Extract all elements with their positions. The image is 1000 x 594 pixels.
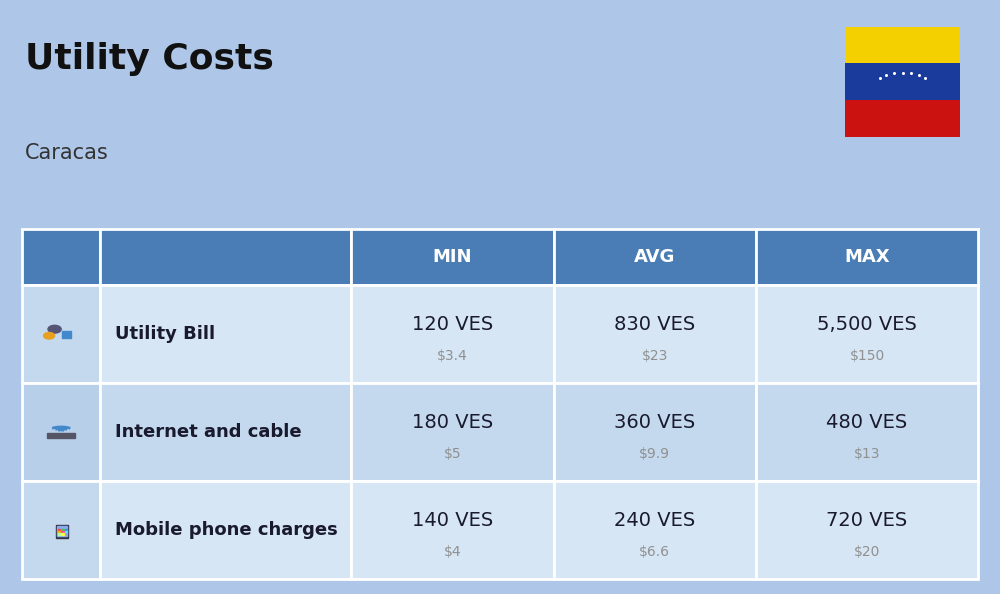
Text: $5: $5: [443, 447, 461, 461]
FancyBboxPatch shape: [554, 285, 756, 383]
FancyBboxPatch shape: [22, 229, 100, 285]
Text: AVG: AVG: [634, 248, 676, 266]
FancyBboxPatch shape: [554, 481, 756, 579]
Text: Utility Costs: Utility Costs: [25, 42, 274, 75]
Bar: [58, 529, 60, 530]
Text: $3.4: $3.4: [437, 349, 468, 363]
FancyBboxPatch shape: [351, 285, 554, 383]
Bar: [61, 529, 64, 530]
Bar: [47, 433, 75, 438]
FancyBboxPatch shape: [351, 229, 554, 285]
Text: 360 VES: 360 VES: [614, 413, 695, 432]
FancyBboxPatch shape: [22, 285, 100, 383]
Text: 5,500 VES: 5,500 VES: [817, 315, 917, 334]
FancyBboxPatch shape: [845, 64, 960, 100]
Text: 480 VES: 480 VES: [826, 413, 908, 432]
Text: 120 VES: 120 VES: [412, 315, 493, 334]
Text: MAX: MAX: [844, 248, 890, 266]
Circle shape: [44, 333, 55, 339]
Text: $20: $20: [854, 545, 880, 559]
FancyBboxPatch shape: [756, 383, 978, 481]
Bar: [56, 525, 68, 538]
FancyBboxPatch shape: [845, 100, 960, 137]
Bar: [58, 533, 60, 535]
Text: $4: $4: [443, 545, 461, 559]
Text: $13: $13: [854, 447, 880, 461]
FancyBboxPatch shape: [756, 229, 978, 285]
FancyBboxPatch shape: [554, 383, 756, 481]
FancyBboxPatch shape: [756, 285, 978, 383]
Bar: [57, 526, 67, 536]
Text: Internet and cable: Internet and cable: [115, 423, 302, 441]
Text: 240 VES: 240 VES: [614, 511, 695, 530]
FancyBboxPatch shape: [100, 285, 351, 383]
Text: $6.6: $6.6: [639, 545, 670, 559]
Text: 140 VES: 140 VES: [412, 511, 493, 530]
Text: 830 VES: 830 VES: [614, 315, 695, 334]
FancyBboxPatch shape: [22, 383, 100, 481]
Text: MIN: MIN: [432, 248, 472, 266]
Text: Caracas: Caracas: [25, 143, 109, 163]
Bar: [65, 529, 67, 530]
FancyBboxPatch shape: [100, 481, 351, 579]
FancyBboxPatch shape: [100, 229, 351, 285]
FancyBboxPatch shape: [22, 481, 100, 579]
FancyBboxPatch shape: [756, 481, 978, 579]
FancyBboxPatch shape: [351, 481, 554, 579]
FancyBboxPatch shape: [351, 383, 554, 481]
Circle shape: [48, 326, 61, 333]
Text: 720 VES: 720 VES: [826, 511, 908, 530]
Text: $9.9: $9.9: [639, 447, 670, 461]
Text: $23: $23: [642, 349, 668, 363]
Bar: [58, 531, 60, 532]
FancyBboxPatch shape: [845, 27, 960, 64]
Text: Utility Bill: Utility Bill: [115, 325, 216, 343]
Text: 180 VES: 180 VES: [412, 413, 493, 432]
Text: $150: $150: [849, 349, 885, 363]
FancyBboxPatch shape: [554, 229, 756, 285]
Bar: [62, 331, 71, 338]
FancyBboxPatch shape: [100, 383, 351, 481]
Bar: [65, 531, 67, 532]
Bar: [61, 533, 64, 535]
Text: Mobile phone charges: Mobile phone charges: [115, 521, 338, 539]
Bar: [61, 531, 64, 532]
